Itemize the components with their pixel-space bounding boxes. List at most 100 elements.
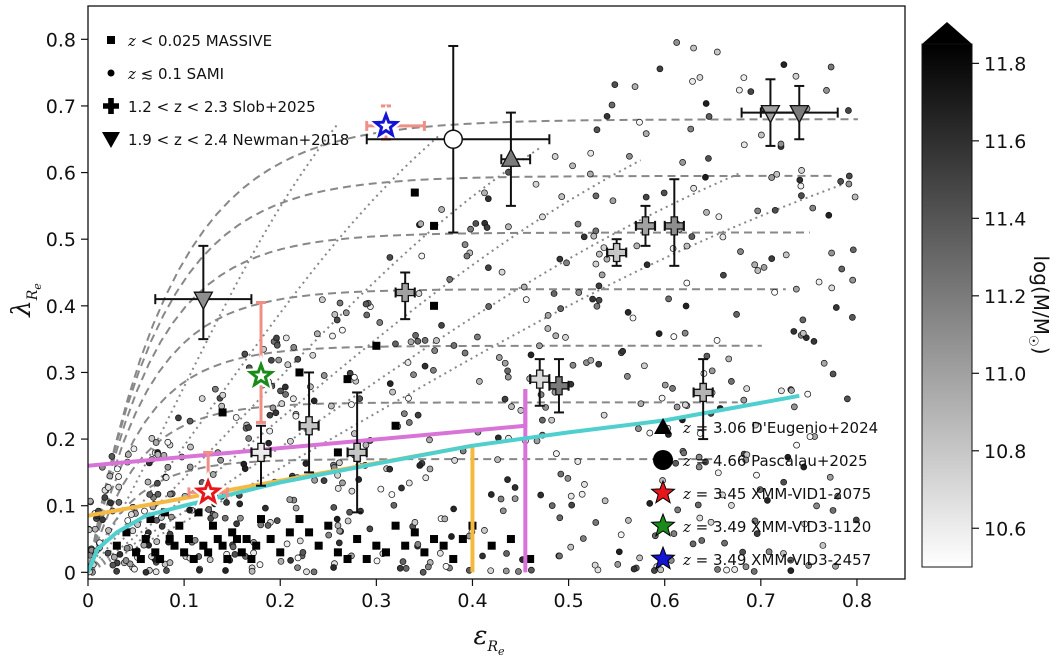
sami-point: [296, 537, 304, 545]
star-marker: [246, 360, 276, 389]
sami-point: [299, 548, 307, 556]
colorbar-title: log(M/M☉): [1025, 255, 1053, 354]
massive-point: [295, 515, 304, 524]
massive-point: [487, 541, 496, 550]
sami-point: [339, 479, 346, 487]
massive-point: [295, 368, 304, 377]
sami-point: [793, 441, 800, 449]
newman-triangle-marker: [760, 104, 781, 124]
sami-point: [187, 443, 194, 451]
y-axis-ticks: 0 0.1 0.2 0.3 0.4 0.5 0.6 0.7 0.8: [46, 29, 88, 584]
colorbar-gradient: [921, 43, 973, 568]
sami-point: [660, 189, 668, 197]
sami-point: [790, 328, 798, 335]
massive-point: [180, 548, 189, 557]
sami-point: [681, 329, 689, 337]
x-tick-label: 0.1: [169, 590, 199, 612]
sami-point: [574, 458, 582, 465]
sami-point: [404, 359, 412, 366]
massive-point: [194, 508, 203, 517]
x-axis-title: εRe: [473, 621, 505, 656]
massive-point: [184, 535, 193, 544]
massive-point: [218, 408, 227, 417]
sami-point: [731, 566, 739, 573]
massive-point: [362, 555, 371, 564]
x-tick-label: 0.3: [361, 590, 391, 612]
massive-point: [252, 541, 261, 550]
sami-point: [715, 213, 723, 221]
sami-point: [740, 141, 748, 149]
sami-point: [223, 499, 230, 506]
sami-point: [487, 567, 495, 575]
sami-point: [152, 439, 160, 446]
sami-point: [527, 351, 535, 359]
sami-point: [124, 517, 132, 524]
sami-point: [784, 453, 792, 461]
sami-point: [377, 485, 385, 493]
sami-point: [282, 334, 290, 342]
model-dotted-curve: [88, 183, 843, 574]
sami-point: [438, 321, 445, 329]
sami-point: [556, 552, 563, 560]
sami-point: [564, 475, 572, 482]
sami-point: [104, 549, 112, 557]
massive-point: [430, 301, 439, 310]
slob-plus-marker: [530, 369, 550, 389]
sami-point: [713, 48, 721, 56]
sami-point: [302, 460, 310, 467]
sami-point: [266, 427, 274, 435]
sami-point: [575, 289, 583, 296]
sami-point: [592, 192, 600, 200]
sami-point: [550, 290, 558, 297]
massive-point: [526, 555, 535, 564]
sami-point: [826, 473, 834, 481]
sami-point: [637, 400, 645, 408]
sami-point: [396, 564, 404, 572]
sami-point: [196, 566, 203, 574]
sami-point: [211, 511, 219, 519]
sami-point: [241, 350, 249, 358]
sami-point: [595, 296, 603, 304]
sami-point: [838, 265, 846, 273]
sami-point: [788, 387, 795, 394]
sami-point: [222, 567, 229, 574]
sami-point: [329, 332, 336, 340]
sami-point: [286, 496, 294, 503]
sami-point: [333, 316, 341, 324]
sami-point: [805, 562, 813, 569]
sami-point: [758, 131, 765, 139]
sami-point: [661, 381, 669, 389]
massive-point: [266, 535, 275, 544]
sami-point: [537, 491, 545, 499]
sami-point: [503, 550, 510, 557]
sami-point: [430, 366, 437, 374]
sami-point: [313, 330, 321, 338]
x-tick-label: 0.5: [553, 590, 583, 612]
sami-point: [768, 174, 776, 181]
sami-point: [335, 539, 343, 547]
y-tick-label: 0.6: [46, 163, 76, 185]
sami-point: [499, 507, 507, 515]
sami-point: [782, 251, 790, 259]
sami-point: [501, 359, 509, 367]
sami-point: [273, 334, 280, 342]
legend-right: z = 3.06 D'Eugenio+2024 z = 4.66 Pascalau…: [650, 418, 878, 570]
sami-point: [695, 453, 703, 461]
sami-point: [269, 404, 277, 412]
sami-point: [162, 474, 170, 481]
sami-point: [166, 559, 174, 566]
sami-point: [262, 504, 269, 512]
sami-point: [696, 74, 704, 81]
legend-triangle-down-icon: [102, 132, 120, 148]
star-marker: [371, 110, 401, 139]
sami-point: [569, 162, 576, 170]
sami-point: [740, 74, 748, 82]
sami-point: [414, 540, 422, 548]
sami-point: [609, 197, 617, 205]
sami-point: [331, 311, 339, 318]
sami-point: [673, 39, 681, 46]
massive-point: [285, 528, 294, 537]
sami-point: [592, 227, 600, 235]
sami-point: [334, 485, 342, 492]
massive-point: [343, 375, 352, 384]
